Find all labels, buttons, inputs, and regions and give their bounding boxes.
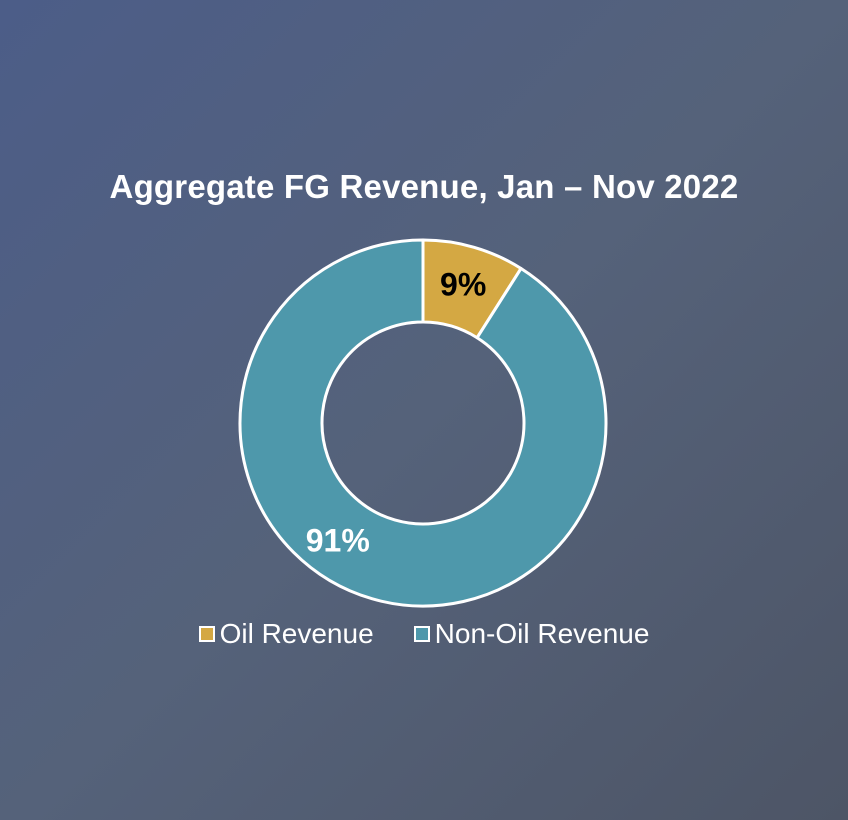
data-label-non-oil-revenue: 91% bbox=[306, 522, 370, 558]
legend-item-oil-revenue: Oil Revenue bbox=[198, 618, 374, 650]
chart-legend: Oil Revenue Non-Oil Revenue bbox=[0, 618, 848, 650]
donut-slice-non-oil-revenue bbox=[238, 238, 608, 608]
legend-swatch-oil-revenue bbox=[198, 626, 215, 642]
legend-label-non-oil-revenue: Non-Oil Revenue bbox=[434, 618, 650, 649]
legend-item-non-oil-revenue: Non-Oil Revenue bbox=[413, 618, 650, 650]
chart-title: Aggregate FG Revenue, Jan – Nov 2022 bbox=[109, 168, 739, 205]
legend-swatch-non-oil-revenue bbox=[413, 626, 430, 642]
legend-label-oil-revenue: Oil Revenue bbox=[219, 618, 374, 649]
data-label-oil-revenue: 9% bbox=[440, 267, 486, 303]
